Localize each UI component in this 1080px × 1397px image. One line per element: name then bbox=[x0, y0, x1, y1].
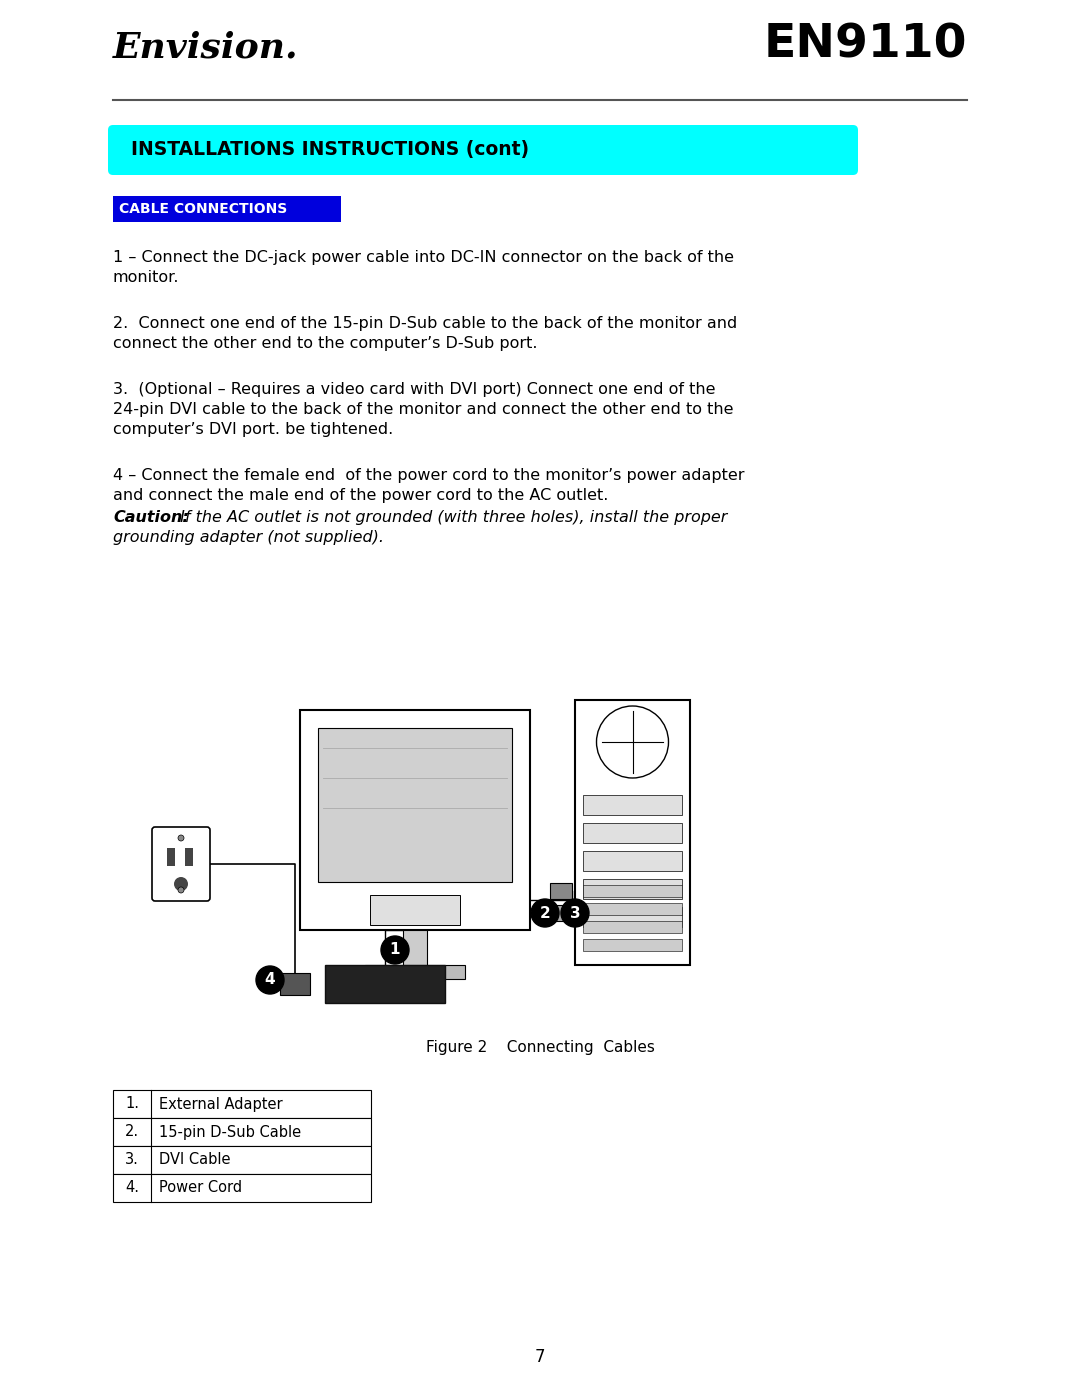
Circle shape bbox=[256, 965, 284, 995]
Text: grounding adapter (not supplied).: grounding adapter (not supplied). bbox=[113, 529, 384, 545]
Text: Figure 2    Connecting  Cables: Figure 2 Connecting Cables bbox=[426, 1039, 654, 1055]
Text: 4 – Connect the female end  of the power cord to the monitor’s power adapter: 4 – Connect the female end of the power … bbox=[113, 468, 744, 483]
Text: 4.: 4. bbox=[125, 1180, 139, 1196]
Bar bbox=[550, 905, 572, 921]
Bar bbox=[575, 700, 690, 965]
Bar bbox=[300, 710, 530, 930]
Text: and connect the male end of the power cord to the AC outlet.: and connect the male end of the power co… bbox=[113, 488, 608, 503]
Bar bbox=[325, 965, 445, 1003]
Bar bbox=[318, 728, 512, 882]
Circle shape bbox=[596, 705, 669, 778]
Text: 15-pin D-Sub Cable: 15-pin D-Sub Cable bbox=[159, 1125, 301, 1140]
Bar bbox=[583, 823, 681, 842]
Circle shape bbox=[178, 835, 184, 841]
Bar bbox=[113, 1173, 372, 1201]
Text: 2: 2 bbox=[540, 905, 551, 921]
Bar bbox=[583, 886, 681, 897]
Bar bbox=[113, 1090, 372, 1118]
Bar bbox=[550, 883, 572, 900]
Bar bbox=[113, 1146, 372, 1173]
Text: computer’s DVI port. be tightened.: computer’s DVI port. be tightened. bbox=[113, 422, 393, 437]
Bar bbox=[403, 930, 427, 970]
Bar bbox=[167, 848, 175, 866]
Text: 1.: 1. bbox=[125, 1097, 139, 1112]
Text: 7: 7 bbox=[535, 1348, 545, 1366]
Text: Caution:: Caution: bbox=[113, 510, 189, 525]
Bar bbox=[583, 879, 681, 900]
Bar bbox=[280, 972, 310, 995]
Text: DVI Cable: DVI Cable bbox=[159, 1153, 230, 1168]
Bar bbox=[583, 795, 681, 814]
Text: 1: 1 bbox=[390, 943, 401, 957]
FancyBboxPatch shape bbox=[152, 827, 210, 901]
Circle shape bbox=[174, 877, 188, 891]
Circle shape bbox=[178, 887, 184, 893]
Bar bbox=[370, 895, 460, 925]
Text: Power Cord: Power Cord bbox=[159, 1180, 242, 1196]
Text: If the AC outlet is not grounded (with three holes), install the proper: If the AC outlet is not grounded (with t… bbox=[175, 510, 727, 525]
Bar bbox=[113, 196, 341, 222]
Bar bbox=[185, 848, 193, 866]
Bar bbox=[583, 939, 681, 951]
Text: INSTALLATIONS INSTRUCTIONS (cont): INSTALLATIONS INSTRUCTIONS (cont) bbox=[131, 141, 529, 159]
Bar bbox=[583, 907, 681, 928]
Bar bbox=[365, 965, 465, 979]
Text: External Adapter: External Adapter bbox=[159, 1097, 283, 1112]
Bar bbox=[583, 851, 681, 870]
Circle shape bbox=[381, 936, 409, 964]
FancyBboxPatch shape bbox=[108, 124, 858, 175]
Text: monitor.: monitor. bbox=[113, 270, 179, 285]
Text: 3.: 3. bbox=[125, 1153, 139, 1168]
Bar bbox=[583, 921, 681, 933]
Bar bbox=[583, 902, 681, 915]
Text: connect the other end to the computer’s D-Sub port.: connect the other end to the computer’s … bbox=[113, 337, 538, 351]
Text: 3: 3 bbox=[569, 905, 580, 921]
Circle shape bbox=[531, 900, 559, 928]
Text: EN9110: EN9110 bbox=[764, 22, 967, 67]
Text: CABLE CONNECTIONS: CABLE CONNECTIONS bbox=[119, 203, 287, 217]
Text: 3.  (Optional – Requires a video card with DVI port) Connect one end of the: 3. (Optional – Requires a video card wit… bbox=[113, 381, 715, 397]
Circle shape bbox=[561, 900, 589, 928]
Text: 1 – Connect the DC-jack power cable into DC-IN connector on the back of the: 1 – Connect the DC-jack power cable into… bbox=[113, 250, 734, 265]
Text: 2.  Connect one end of the 15-pin D-Sub cable to the back of the monitor and: 2. Connect one end of the 15-pin D-Sub c… bbox=[113, 316, 738, 331]
Text: 2.: 2. bbox=[125, 1125, 139, 1140]
Bar bbox=[113, 1118, 372, 1146]
Text: Envision.: Envision. bbox=[113, 29, 299, 64]
Text: 24-pin DVI cable to the back of the monitor and connect the other end to the: 24-pin DVI cable to the back of the moni… bbox=[113, 402, 733, 416]
Text: 4: 4 bbox=[265, 972, 275, 988]
